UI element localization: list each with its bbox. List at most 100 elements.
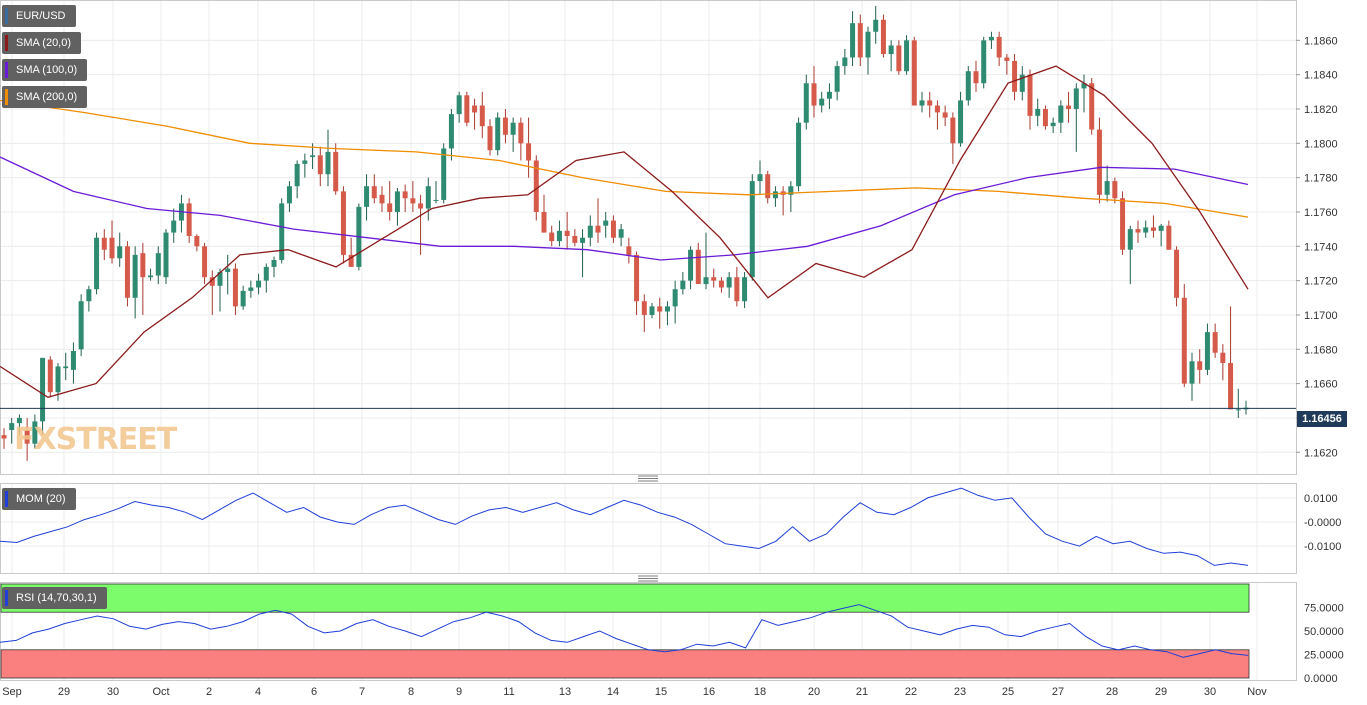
mom-panel-frame xyxy=(0,483,1297,574)
candle-body xyxy=(256,280,262,288)
candle-body xyxy=(1019,74,1025,92)
candle-body xyxy=(186,203,192,236)
legend-mom[interactable]: MOM (20) xyxy=(2,488,76,510)
rsi-oversold-zone xyxy=(0,649,1250,679)
legend-symbol-label: EUR/USD xyxy=(16,10,66,22)
x-tick-label: 7 xyxy=(359,686,365,698)
mom-rsi-resize-handle[interactable] xyxy=(638,575,658,582)
candle-body xyxy=(772,191,778,199)
candle-body xyxy=(387,203,393,212)
candle-body xyxy=(865,31,871,58)
candle-body xyxy=(765,174,771,199)
candle-body xyxy=(572,236,578,243)
candle-body xyxy=(78,301,84,350)
candle-body xyxy=(1035,108,1041,116)
candle-body xyxy=(803,83,809,123)
legend-sma100[interactable]: SMA (100,0) xyxy=(2,59,88,81)
candle-body xyxy=(16,417,22,424)
candle-body xyxy=(1058,105,1064,123)
candle-body xyxy=(418,203,424,209)
candle-body xyxy=(495,117,501,151)
legend-sma100-label: SMA (100,0) xyxy=(16,64,78,76)
candle-body xyxy=(371,186,377,199)
x-tick-label: 23 xyxy=(954,686,966,698)
candle-body xyxy=(703,277,709,285)
candle-body xyxy=(132,254,138,298)
x-tick-label: 11 xyxy=(503,686,514,698)
candle-body xyxy=(1220,352,1226,364)
x-tick-label: Sep xyxy=(2,686,22,698)
candle-body xyxy=(981,40,987,84)
legend-rsi[interactable]: RSI (14,70,30,1) xyxy=(2,587,107,609)
candle-body xyxy=(996,36,1002,58)
rsi-y-tick-label: 25.0000 xyxy=(1304,650,1344,662)
candle-body xyxy=(63,366,69,369)
candle-body xyxy=(425,186,431,209)
legend-sma200[interactable]: SMA (200,0) xyxy=(2,86,88,108)
candle-body xyxy=(340,191,346,255)
candle-body xyxy=(194,236,200,247)
main-y-tick-label: 1.1660 xyxy=(1304,379,1338,391)
x-tick-label: 8 xyxy=(408,686,414,698)
candle-body xyxy=(317,155,323,175)
sma200-line xyxy=(0,99,1249,218)
x-tick-label: 29 xyxy=(58,686,70,698)
candle-body xyxy=(1197,361,1203,370)
candle-body xyxy=(302,160,308,164)
candle-body xyxy=(788,186,794,195)
candle-body xyxy=(448,114,454,149)
candle-body xyxy=(433,199,439,201)
legend-sma20-label: SMA (20,0) xyxy=(16,37,72,49)
candle-body xyxy=(1104,181,1110,195)
x-tick-label: 22 xyxy=(905,686,917,698)
candle-body xyxy=(232,268,238,307)
legend-sma20[interactable]: SMA (20,0) xyxy=(2,32,82,54)
candle-body xyxy=(1004,57,1010,61)
candle-body xyxy=(664,306,670,312)
candle-body xyxy=(587,225,593,238)
candle-body xyxy=(1012,60,1018,92)
candle-body xyxy=(1166,225,1172,250)
candle-body xyxy=(109,237,115,259)
x-tick-label: 27 xyxy=(1052,686,1064,698)
candle-body xyxy=(518,122,524,144)
main-y-tick-label: 1.1860 xyxy=(1304,35,1338,47)
candle-body xyxy=(595,225,601,233)
candle-body xyxy=(1027,74,1033,116)
candle-body xyxy=(958,100,964,144)
candle-body xyxy=(379,194,385,204)
candle-body xyxy=(1127,229,1133,250)
x-tick-label: 9 xyxy=(456,686,462,698)
candle-body xyxy=(325,151,331,175)
legend-symbol[interactable]: EUR/USD xyxy=(2,5,76,27)
candle-body xyxy=(472,105,478,113)
candle-body xyxy=(1096,129,1102,195)
candle-body xyxy=(364,186,370,207)
main-y-tick-label: 1.1840 xyxy=(1304,70,1338,82)
candle-body xyxy=(441,148,447,200)
rsi-y-tick-label: 75.0000 xyxy=(1304,603,1344,615)
candle-body xyxy=(842,57,848,67)
x-tick-label: 29 xyxy=(1155,686,1167,698)
x-tick-label: 21 xyxy=(856,686,868,698)
candle-body xyxy=(225,268,231,273)
candle-body xyxy=(641,301,647,315)
candle-body xyxy=(117,246,123,259)
candle-body xyxy=(1228,363,1234,410)
candle-body xyxy=(680,280,686,290)
candle-body xyxy=(94,237,100,290)
candle-body xyxy=(556,230,562,242)
candle-body xyxy=(695,249,701,285)
candle-body xyxy=(718,280,724,288)
main-y-tick-label: 1.1780 xyxy=(1304,173,1338,185)
rsi-y-tick-label: 0.0000 xyxy=(1304,673,1338,685)
candle-body xyxy=(24,429,30,444)
main-y-tick-label: 1.1700 xyxy=(1304,310,1338,322)
main-mom-resize-handle[interactable] xyxy=(638,475,658,482)
mom-y-tick-label: -0.0000 xyxy=(1304,517,1341,529)
candle-body xyxy=(857,23,863,58)
candle-body xyxy=(294,163,300,187)
candle-body xyxy=(603,220,609,226)
